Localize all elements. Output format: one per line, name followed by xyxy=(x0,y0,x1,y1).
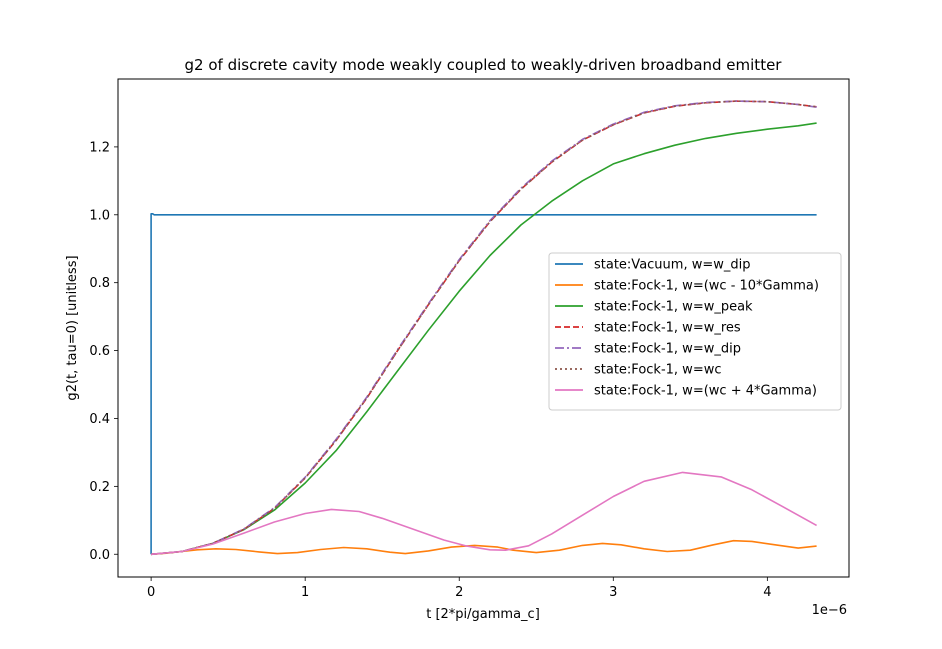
y-tick-label: 0.6 xyxy=(89,344,110,359)
plot-frame xyxy=(117,78,850,578)
series-line-3 xyxy=(151,122,817,556)
x-tick-label: 0 xyxy=(147,585,155,600)
legend-label: state:Fock-1, w=w_peak xyxy=(594,300,753,315)
y-axis-ticks: 0.0 0.2 0.4 0.6 0.8 1.0 1.2 xyxy=(89,140,118,563)
legend: state:Vacuum, w=w_dip state:Fock-1, w=(wc… xyxy=(548,252,842,411)
y-tick-label: 0.4 xyxy=(89,412,110,427)
legend-label: state:Fock-1, w=w_dip xyxy=(594,342,741,357)
x-axis-label: t [2*pi/gamma_c] xyxy=(426,607,540,622)
y-tick-label: 1.0 xyxy=(89,208,110,223)
series-line-6 xyxy=(151,100,817,556)
legend-label: state:Vacuum, w=w_dip xyxy=(594,258,751,273)
x-axis-ticks: 0 1 2 3 4 xyxy=(147,577,771,600)
legend-label: state:Fock-1, w=w_res xyxy=(594,321,741,336)
y-tick-label: 1.2 xyxy=(89,140,110,155)
x-tick-label: 4 xyxy=(763,585,771,600)
x-tick-label: 2 xyxy=(455,585,463,600)
x-tick-label: 3 xyxy=(609,585,617,600)
series-line-2 xyxy=(151,539,817,556)
legend-box xyxy=(548,252,842,411)
y-tick-label: 0.0 xyxy=(89,548,110,563)
legend-label: state:Fock-1, w=wc xyxy=(594,363,722,378)
series-line-7 xyxy=(151,471,817,556)
y-axis-label: g2(t, tau=0) [unitless] xyxy=(65,255,80,400)
series-line-1 xyxy=(150,213,817,555)
x-offset-label: 1e−6 xyxy=(812,603,847,618)
legend-label: state:Fock-1, w=(wc + 4*Gamma) xyxy=(594,384,817,399)
legend-label: state:Fock-1, w=(wc - 10*Gamma) xyxy=(594,279,819,294)
y-tick-label: 0.8 xyxy=(89,276,110,291)
chart-title: g2 of discrete cavity mode weakly couple… xyxy=(185,56,783,74)
x-tick-label: 1 xyxy=(301,585,309,600)
series-layer xyxy=(150,100,817,556)
y-tick-label: 0.2 xyxy=(89,480,110,495)
